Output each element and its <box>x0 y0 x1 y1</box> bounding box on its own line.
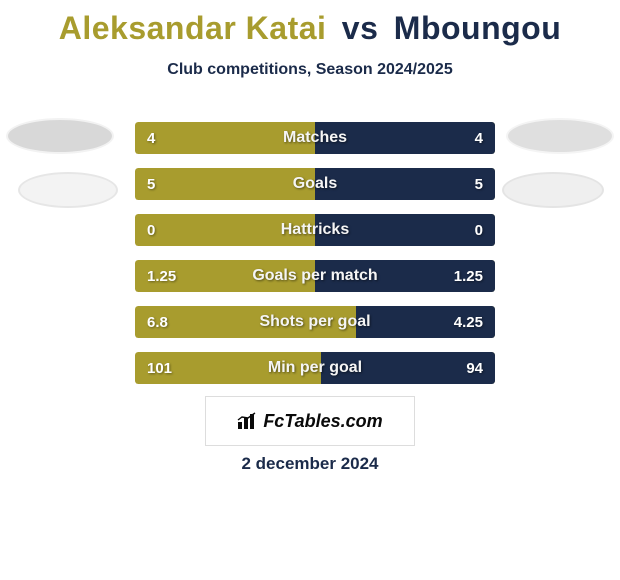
stat-row: 101Min per goal94 <box>135 352 495 384</box>
stat-label: Matches <box>135 129 495 147</box>
player2-badge-area <box>506 118 614 226</box>
stat-value-right: 1.25 <box>454 268 483 285</box>
subtitle: Club competitions, Season 2024/2025 <box>0 61 620 79</box>
logo-box: FcTables.com <box>205 396 415 446</box>
stat-label: Goals per match <box>135 267 495 285</box>
badge-ellipse <box>6 118 114 154</box>
stat-value-right: 4.25 <box>454 314 483 331</box>
stat-value-right: 5 <box>475 176 483 193</box>
vs-label: vs <box>342 10 379 46</box>
player1-badge-area <box>6 118 118 226</box>
player1-name: Aleksandar Katai <box>59 10 327 46</box>
page-title: Aleksandar Katai vs Mboungou <box>0 0 620 47</box>
stat-value-right: 4 <box>475 130 483 147</box>
badge-ellipse <box>506 118 614 154</box>
stat-row: 4Matches4 <box>135 122 495 154</box>
stat-row: 6.8Shots per goal4.25 <box>135 306 495 338</box>
stat-row: 0Hattricks0 <box>135 214 495 246</box>
logo-text: FcTables.com <box>263 411 382 432</box>
player2-name: Mboungou <box>394 10 561 46</box>
stat-row: 5Goals5 <box>135 168 495 200</box>
chart-icon <box>237 412 257 430</box>
stat-label: Hattricks <box>135 221 495 239</box>
stat-value-right: 94 <box>466 360 483 377</box>
stat-label: Goals <box>135 175 495 193</box>
stat-bars: 4Matches4 5Goals5 0Hattricks0 1.25Goals per… <box>135 122 495 398</box>
stat-label: Shots per goal <box>135 313 495 331</box>
stat-label: Min per goal <box>135 359 495 377</box>
badge-ellipse <box>18 172 118 208</box>
badge-ellipse <box>502 172 604 208</box>
comparison-chart: Aleksandar Katai vs Mboungou Club compet… <box>0 0 620 580</box>
stat-value-right: 0 <box>475 222 483 239</box>
stat-row: 1.25Goals per match1.25 <box>135 260 495 292</box>
date-label: 2 december 2024 <box>0 454 620 474</box>
